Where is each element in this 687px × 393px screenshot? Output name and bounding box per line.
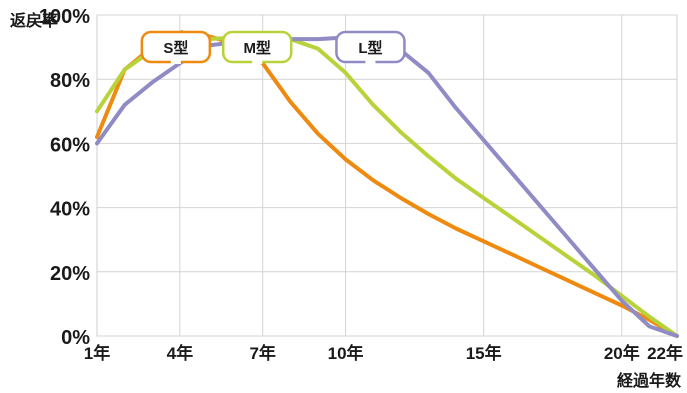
series-name-label: S型 [163,39,188,57]
y-tick-label: 100% [39,6,90,28]
y-tick-label: 40% [50,199,90,221]
x-tick-labels: 1年 4年 7年 10年 15年 20年 22年 [84,343,683,363]
horizontal-gridlines [97,14,677,337]
callout-joint [170,59,181,64]
x-axis-label: 経過年数 [617,371,682,390]
vertical-gridlines [179,15,623,336]
series-name-label: M型 [243,39,271,57]
y-axis-label: 返戻率 [10,11,58,30]
y-tick-labels: 0% 20% 40% 60% 80% 100% [39,6,90,349]
x-tick-label: 15年 [466,343,502,363]
x-tick-label: 10年 [328,343,364,363]
callout-joint [252,59,263,64]
y-tick-label: 20% [50,263,90,285]
callout-l: L型 [335,30,406,64]
x-tick-label: 22年 [647,343,683,363]
x-tick-label: 1年 [84,343,110,363]
callout-m: M型 [221,30,293,64]
series-name-label: L型 [358,39,382,57]
x-tick-label: 4年 [167,343,193,363]
y-tick-label: 80% [50,70,90,92]
y-tick-label: 60% [50,134,90,156]
callout-s: S型 [140,30,212,64]
callout-joint [365,59,376,64]
y-tick-label: 0% [61,327,90,349]
x-tick-label: 7年 [249,343,275,363]
x-tick-label: 20年 [604,343,640,363]
series-callouts: S型 M型 L型 [140,30,406,64]
